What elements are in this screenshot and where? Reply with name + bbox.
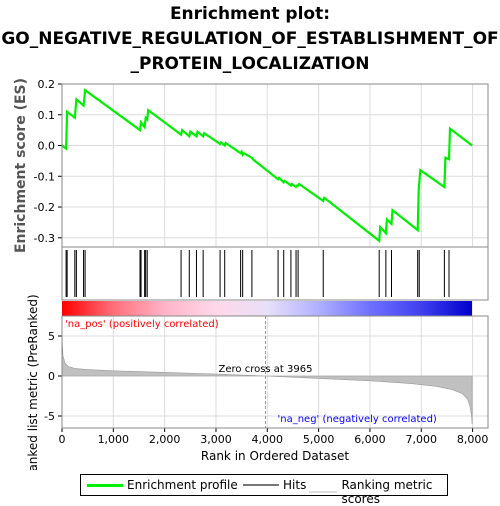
es-ylabel: Enrichment score (ES) [13, 78, 29, 253]
legend-label-hits: Hits [283, 478, 307, 492]
rank-ytick-label: 0 [48, 370, 55, 383]
legend-item-enrichment: Enrichment profile [87, 478, 238, 492]
legend-swatch-ranking [309, 491, 338, 493]
pos-correlated-label: 'na_pos' (positively correlated) [65, 319, 219, 330]
rank-xtick-label: 8,000 [457, 433, 489, 446]
chart-title-line-3: _PROTEIN_LOCALIZATION [130, 54, 370, 74]
es-ytick-label: 0.1 [38, 109, 56, 122]
es-panel: 0.2 0.1 0.0 -0.1 -0.2 -0.3 Enrichment score (E… [13, 78, 489, 253]
neg-correlated-label: 'na_neg' (negatively correlated) [278, 414, 437, 425]
rank-xtick-label: 3,000 [200, 433, 232, 446]
legend-item-hits: Hits [243, 478, 306, 492]
rank-xtick-label: 6,000 [354, 433, 386, 446]
enrichment-profile-line [61, 88, 473, 243]
es-ytick-label: -0.3 [34, 232, 55, 245]
rank-xtick-label: 1,000 [98, 433, 130, 446]
legend-label-ranking: Ranking metric scores [341, 478, 433, 506]
rank-xlabel: Rank in Ordered Dataset [201, 449, 349, 463]
legend-label-enrichment: Enrichment profile [127, 478, 238, 492]
rank-ylabel: Ranked list metric (PreRanked) [26, 294, 40, 470]
rank-xtick-label: 2,000 [149, 433, 181, 446]
legend-swatch-enrichment [87, 483, 123, 487]
legend-item-ranking: Ranking metric scores [309, 478, 447, 506]
legend-swatch-hits [243, 484, 279, 486]
rank-xtick-label: 7,000 [406, 433, 438, 446]
chart-title-line-1: Enrichment plot: [169, 4, 331, 24]
ranking-panel: 5 0 -5 0 1,000 2,000 3,000 4,000 5,000 6,000 7,000… [26, 294, 489, 470]
legend: Enrichment profile Hits Ranking metric s… [80, 474, 448, 506]
rank-xtick-label: 4,000 [252, 433, 284, 446]
color-bar [62, 301, 473, 316]
rank-xtick-label: 5,000 [303, 433, 335, 446]
rank-ytick-label: -5 [44, 410, 55, 423]
zero-cross-label: Zero cross at 3965 [219, 364, 313, 375]
hits-panel [61, 246, 489, 301]
es-ytick-label: 0.0 [38, 140, 56, 153]
color-bar-panel [62, 301, 473, 316]
es-plot-area [62, 84, 488, 247]
es-ytick-label: 0.2 [38, 78, 56, 91]
es-ytick-label: -0.2 [34, 201, 55, 214]
rank-ytick-label: 5 [48, 330, 55, 343]
chart-title-line-2: GO_NEGATIVE_REGULATION_OF_ESTABLISHMENT_… [1, 29, 499, 49]
rank-xtick-label: 0 [59, 433, 66, 446]
ranking-metric-area [61, 335, 473, 425]
rank-plot-border [61, 315, 489, 429]
enrichment-chart: 0.2 0.1 0.0 -0.1 -0.2 -0.3 Enrichment score (E… [13, 78, 489, 470]
hits-area [61, 246, 489, 301]
es-ytick-label: -0.1 [34, 170, 55, 183]
